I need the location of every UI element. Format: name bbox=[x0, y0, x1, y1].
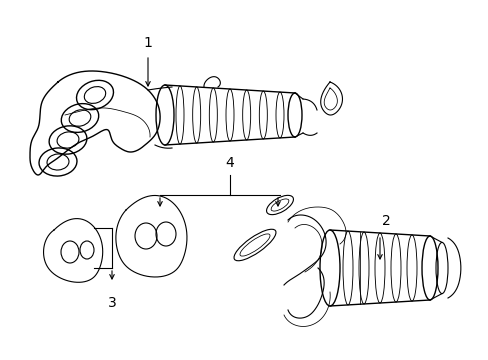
Text: 4: 4 bbox=[225, 156, 234, 170]
Text: 1: 1 bbox=[143, 36, 152, 50]
Text: 2: 2 bbox=[381, 214, 390, 228]
Text: 3: 3 bbox=[107, 296, 116, 310]
